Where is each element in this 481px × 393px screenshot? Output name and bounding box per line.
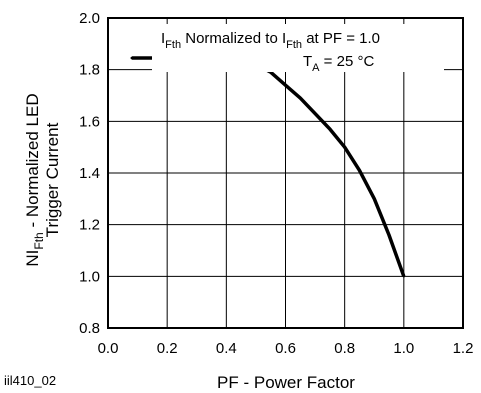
- y-tick-label: 2.0: [79, 10, 100, 27]
- y-tick-labels: 0.8 1.0 1.2 1.4 1.6 1.8 2.0: [79, 10, 100, 337]
- annotation-line-2: TA = 25 °C: [303, 53, 374, 74]
- data-point: [313, 112, 317, 115]
- x-tick-label: 1.2: [453, 340, 474, 357]
- data-point: [299, 96, 302, 100]
- data-point: [402, 275, 406, 278]
- x-tick-labels: 0.0 0.2 0.4 0.6 0.8 1.0 1.2: [98, 340, 474, 357]
- annotation-line-1: IFth Normalized to IFth at PF = 1.0: [161, 30, 380, 51]
- y-axis-title: NIFth - Normalized LED Trigger Current: [23, 93, 62, 266]
- x-axis-title: PF - Power Factor: [217, 373, 355, 392]
- x-tick-label: 1.0: [393, 340, 414, 357]
- data-point: [358, 169, 361, 172]
- y-tick-label: 1.0: [79, 268, 100, 285]
- x-tick-label: 0.0: [98, 340, 119, 357]
- y-tick-label: 0.8: [79, 320, 100, 337]
- figure-id: iil410_02: [4, 373, 56, 388]
- y-axis-title-line-1: NIFth - Normalized LED: [23, 93, 46, 266]
- y-tick-label: 1.8: [79, 62, 100, 79]
- y-tick-label: 1.2: [79, 217, 100, 234]
- plot-frame: [107, 17, 464, 329]
- data-point: [343, 145, 346, 149]
- data-point: [328, 127, 332, 131]
- data-point: [387, 233, 391, 237]
- data-point: [373, 197, 376, 201]
- annotation-background: [152, 24, 444, 72]
- y-tick-label: 1.4: [79, 165, 100, 182]
- data-point: [284, 83, 287, 87]
- y-tick-label: 1.6: [79, 113, 100, 130]
- x-tick-label: 0.2: [157, 340, 178, 357]
- x-tick-label: 0.8: [334, 340, 355, 357]
- data-point: [130, 56, 133, 60]
- y-axis-title-line-2: Trigger Current: [43, 122, 62, 237]
- x-tick-label: 0.4: [216, 340, 237, 357]
- x-tick-label: 0.6: [275, 340, 296, 357]
